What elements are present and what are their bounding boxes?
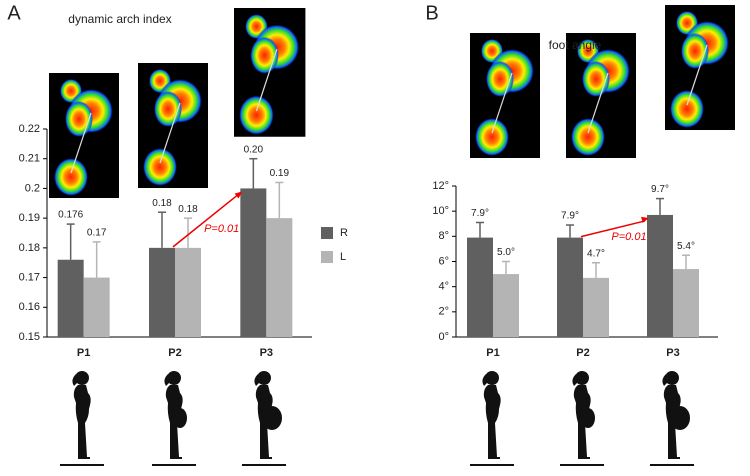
bar [493,274,519,337]
bar [175,247,201,337]
y-tick-label: 6° [438,255,449,267]
y-tick-label: 0.2 [25,182,40,194]
value-label: 0.19 [270,168,290,179]
x-tick-label: P2 [168,347,181,359]
silhouettes [60,371,694,466]
value-label: 5.4° [677,241,695,252]
y-tick-label: 0.22 [19,123,40,135]
value-label: 7.9° [471,208,489,219]
y-tick-label: 0.17 [19,271,40,283]
bar [57,259,84,337]
foot-images [48,4,736,199]
value-label: 0.18 [178,204,198,215]
arrow [580,220,646,238]
bar [647,214,673,337]
x-tick-label: P3 [260,347,273,359]
x-tick-label: P1 [486,347,499,359]
panel-label: B [425,2,438,24]
x-tick-label: P2 [576,347,589,359]
legend-swatch [321,251,333,263]
value-label: 5.0° [497,247,515,258]
chart-title: foot angle [549,38,602,52]
value-label: 0.17 [87,228,107,239]
value-label: 4.7° [587,248,605,259]
annotation: P=0.01 [611,231,646,243]
y-tick-label: 0° [438,331,449,343]
arrow-head [234,191,243,199]
bar [266,218,293,337]
legend-swatch [321,227,333,239]
bar [149,247,175,337]
bar [83,277,110,337]
y-tick-label: 12° [432,180,449,192]
bar [467,237,493,337]
legend-label: R [340,227,348,239]
panel-label: A [7,2,21,24]
bar [557,237,583,337]
annotation: P=0.01 [204,223,239,235]
x-tick-label: P3 [666,347,679,359]
bar [240,188,267,337]
value-label: 0.176 [58,210,83,221]
y-tick-label: 4° [438,281,449,293]
x-tick-label: P1 [77,347,90,359]
y-tick-label: 0.18 [19,242,40,254]
y-tick-label: 0.19 [19,212,40,224]
y-tick-label: 0.15 [19,331,40,343]
y-tick-label: 0.16 [19,301,40,313]
legend-label: L [340,251,346,263]
bar [673,269,699,337]
arrow [172,193,239,248]
bar [583,277,609,337]
chart-title: dynamic arch index [68,12,171,26]
y-tick-label: 10° [432,205,449,217]
y-tick-label: 8° [438,230,449,242]
y-tick-label: 0.21 [19,153,40,165]
arrow-head [641,216,649,223]
value-label: 7.9° [561,211,579,222]
y-tick-label: 2° [438,306,449,318]
value-label: 0.20 [244,144,264,155]
value-label: 0.18 [152,198,172,209]
value-label: 9.7° [651,184,669,195]
